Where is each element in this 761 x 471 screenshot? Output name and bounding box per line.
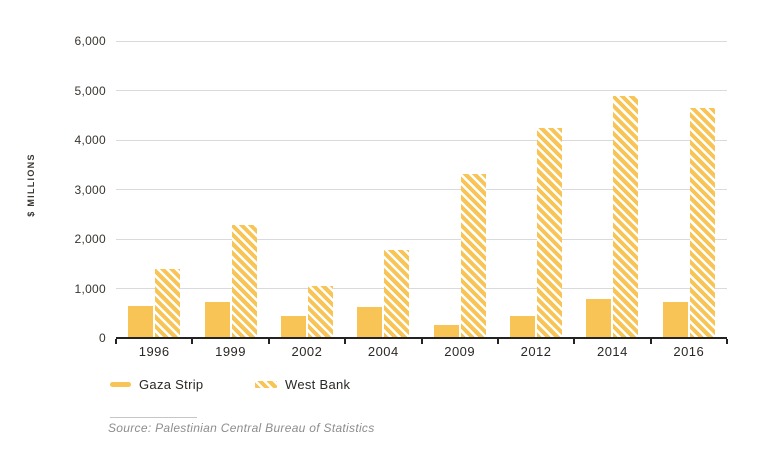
tick-mark — [573, 339, 576, 344]
x-tick-label: 2004 — [367, 344, 399, 359]
bar-gaza-strip-2012 — [510, 316, 536, 338]
bar-west-bank-1999 — [231, 225, 257, 338]
grid-line — [116, 288, 727, 289]
grid-line — [116, 90, 727, 91]
grid-line — [116, 40, 727, 42]
y-tick-label: 6,000 — [74, 34, 106, 48]
tick-mark — [115, 339, 117, 344]
bar-group-2012 — [498, 41, 574, 338]
bar-group-2004 — [345, 41, 421, 338]
bar-group-1996 — [116, 41, 192, 338]
y-tick-label: 5,000 — [74, 83, 106, 98]
tick-mark — [191, 339, 194, 344]
bar-group-2009 — [422, 41, 498, 338]
tick-mark — [420, 339, 423, 344]
tick-mark — [649, 339, 652, 344]
bar-gaza-strip-2004 — [357, 307, 383, 338]
source-divider — [110, 417, 197, 418]
bar-west-bank-2012 — [537, 128, 563, 338]
x-tick-label: 2009 — [444, 344, 476, 359]
tick-mark — [726, 339, 728, 344]
bar-west-bank-1996 — [155, 269, 181, 338]
bar-west-bank-2014 — [613, 96, 639, 338]
y-axis-title: $ MILLIONS — [26, 153, 36, 217]
bar-gaza-strip-2009 — [433, 325, 459, 338]
y-tick-label: 4,000 — [74, 133, 106, 147]
bar-gaza-strip-1999 — [204, 302, 230, 338]
bar-group-1999 — [192, 41, 268, 338]
bar-gaza-strip-2016 — [662, 302, 688, 338]
x-tick-label: 2012 — [520, 344, 552, 359]
bar-group-2016 — [651, 41, 727, 338]
plot-area — [115, 40, 728, 344]
bar-west-bank-2004 — [384, 250, 410, 338]
y-tick-label: 0 — [99, 331, 106, 345]
bar-west-bank-2016 — [689, 108, 715, 338]
y-tick-label: 1,000 — [74, 281, 106, 296]
legend-swatch-solid-icon — [110, 381, 131, 387]
source-text: Source: Palestinian Central Bureau of St… — [108, 421, 375, 435]
x-axis-line — [116, 337, 727, 339]
tick-mark — [496, 339, 499, 344]
grid-line — [116, 139, 727, 141]
grid-line — [116, 238, 727, 240]
bar-west-bank-2009 — [460, 174, 486, 338]
legend-label-west-bank: West Bank — [285, 376, 351, 392]
x-tick-label: 2016 — [673, 344, 705, 359]
y-tick-label: 2,000 — [74, 232, 106, 246]
bar-gaza-strip-1996 — [128, 306, 154, 338]
x-tick-label: 1999 — [215, 344, 247, 359]
bar-gaza-strip-2002 — [280, 316, 306, 338]
bar-group-2014 — [574, 41, 650, 338]
x-tick-label: 2002 — [291, 344, 323, 359]
bar-gaza-strip-2014 — [586, 299, 612, 338]
bar-group-2002 — [269, 41, 345, 338]
tick-mark — [267, 339, 270, 344]
x-tick-label: 2014 — [596, 344, 628, 359]
legend-label-gaza-strip: Gaza Strip — [139, 376, 204, 392]
y-tick-label: 3,000 — [74, 182, 106, 197]
grid-line — [116, 189, 727, 190]
legend-item-gaza-strip: Gaza Strip — [110, 376, 203, 392]
tick-mark — [344, 339, 347, 344]
x-tick-label: 1996 — [138, 344, 170, 359]
bar-groups — [116, 41, 727, 338]
bar-west-bank-2002 — [307, 286, 333, 338]
legend-swatch-striped-icon — [255, 380, 277, 388]
legend-item-west-bank: West Bank — [255, 376, 350, 392]
